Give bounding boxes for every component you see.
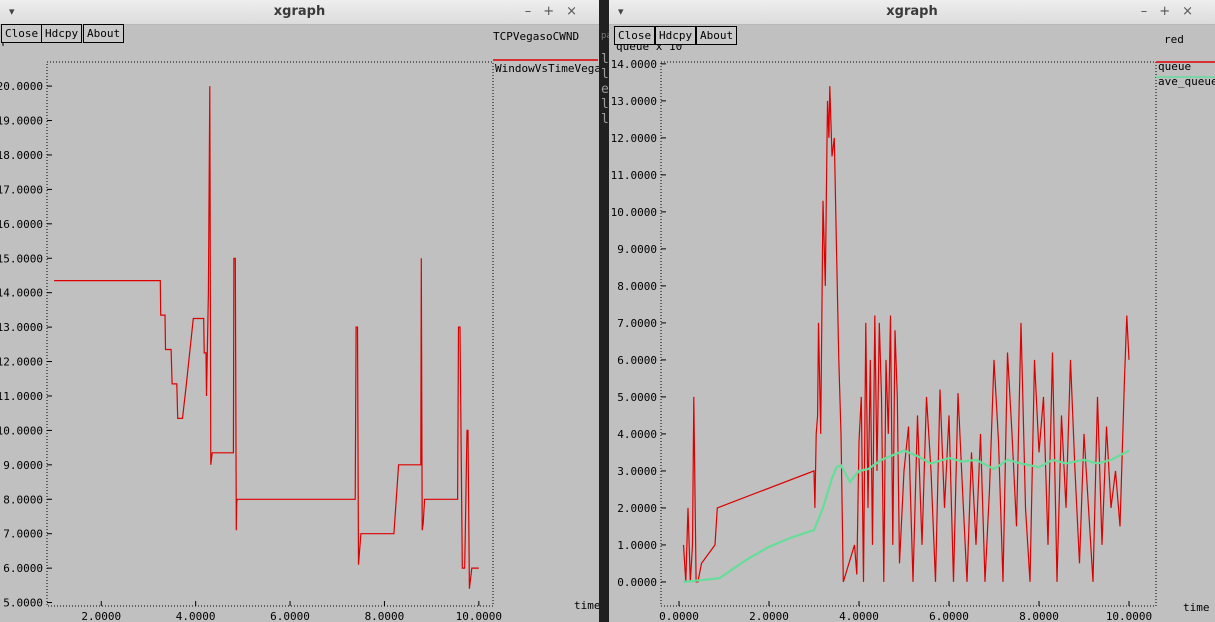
y-tick-label: 5.0000 (617, 391, 657, 404)
x-tick-label: 8.0000 (365, 610, 405, 622)
x-tick-label: 10.0000 (1106, 610, 1152, 622)
about-button[interactable]: About (696, 26, 738, 45)
chart-title: TCPVegasoCWND (493, 30, 579, 43)
y-tick-label: 14.0000 (0, 287, 43, 300)
y-tick-label: 12.0000 (611, 132, 657, 145)
y-tick-label: 16.0000 (0, 218, 43, 231)
y-tick-label: 6.0000 (617, 354, 657, 367)
background-terminal-strip (599, 0, 609, 622)
y-tick-label: 7.0000 (617, 317, 657, 330)
y-tick-label: 10.0000 (0, 424, 43, 437)
series-line-ave_queue (683, 449, 1130, 583)
y-tick-label: 14.0000 (611, 58, 657, 71)
close-button[interactable]: Close (614, 26, 656, 45)
red-queue-chart: 0.0000 1.0000 2.0000 3.0000 4.0000 5.0000 6.00… (611, 33, 1215, 622)
y-tick-label: 3.0000 (617, 465, 657, 478)
legend-label: WindowVsTimeVegas (495, 62, 599, 75)
window-menu-icon[interactable]: ▾ (618, 5, 624, 18)
x-axis-label: time (574, 599, 599, 612)
x-tick-label: 4.0000 (839, 610, 879, 622)
y-tick-label: 2.0000 (617, 502, 657, 515)
about-button[interactable]: About (83, 24, 125, 43)
x-tick-label: 4.0000 (176, 610, 216, 622)
x-tick-label: 6.0000 (929, 610, 969, 622)
x-tick-label: 8.0000 (1019, 610, 1059, 622)
plot-frame (46, 61, 494, 607)
legend-label-ave_queue: ave_queue (1158, 75, 1215, 88)
plot-frame (660, 61, 1157, 607)
y-tick-label: 9.0000 (617, 243, 657, 256)
y-tick-label: 17.0000 (0, 183, 43, 196)
hdcpy-button[interactable]: Hdcpy (655, 26, 697, 45)
x-tick-label: 0.0000 (659, 610, 699, 622)
x-axis-label: time (1183, 601, 1210, 614)
y-tick-label: 19.0000 (0, 115, 43, 128)
x-tick-label: 10.0000 (456, 610, 502, 622)
y-tick-label: 0.0000 (617, 576, 657, 589)
close-button[interactable]: Close (1, 24, 43, 43)
window-titlebar[interactable]: ▾ xgraph –+× (609, 0, 1215, 25)
y-tick-label: 8.0000 (617, 280, 657, 293)
legend-label-queue: queue (1158, 60, 1191, 73)
y-tick-label: 12.0000 (0, 356, 43, 369)
terminal-fragment: llell (601, 52, 609, 127)
y-tick-label: 7.0000 (3, 528, 43, 541)
y-tick-label: 13.0000 (611, 95, 657, 108)
window-title: xgraph (886, 4, 938, 19)
window-menu-icon[interactable]: ▾ (9, 5, 15, 18)
x-tick-label: 2.0000 (749, 610, 789, 622)
terminal-fragment-top: pa (601, 31, 612, 41)
xgraph-window-right: 0.0000 1.0000 2.0000 3.0000 4.0000 5.0000 6.00… (609, 0, 1215, 622)
y-tick-label: 20.0000 (0, 80, 43, 93)
series-line-WindowVsTimeVegas (54, 86, 479, 589)
y-tick-label: 10.0000 (611, 206, 657, 219)
chart-title: red (1164, 33, 1184, 46)
xgraph-window-left: 5.0000 6.0000 7.0000 8.0000 9.0000 10.0000 11.… (0, 0, 599, 622)
window-controls-icon[interactable]: –+× (1140, 4, 1205, 19)
y-tick-label: 11.0000 (0, 390, 43, 403)
x-tick-label: 6.0000 (270, 610, 310, 622)
y-tick-label: 8.0000 (3, 493, 43, 506)
window-vs-time-chart: 5.0000 6.0000 7.0000 8.0000 9.0000 10.0000 11.… (0, 30, 599, 622)
y-tick-label: 9.0000 (3, 459, 43, 472)
y-tick-label: 1.0000 (617, 539, 657, 552)
y-tick-label: 18.0000 (0, 149, 43, 162)
window-controls-icon[interactable]: –+× (524, 4, 589, 19)
series-line-queue (682, 86, 1130, 583)
x-tick-label: 2.0000 (81, 610, 121, 622)
y-tick-label: 6.0000 (3, 562, 43, 575)
hdcpy-button[interactable]: Hdcpy (41, 24, 83, 43)
y-tick-label: 11.0000 (611, 169, 657, 182)
y-tick-label: 15.0000 (0, 252, 43, 265)
window-titlebar[interactable]: ▾ xgraph –+× (0, 0, 599, 25)
y-tick-label: 5.0000 (3, 597, 43, 610)
y-tick-label: 4.0000 (617, 428, 657, 441)
window-title: xgraph (273, 4, 326, 19)
y-tick-label: 13.0000 (0, 321, 43, 334)
